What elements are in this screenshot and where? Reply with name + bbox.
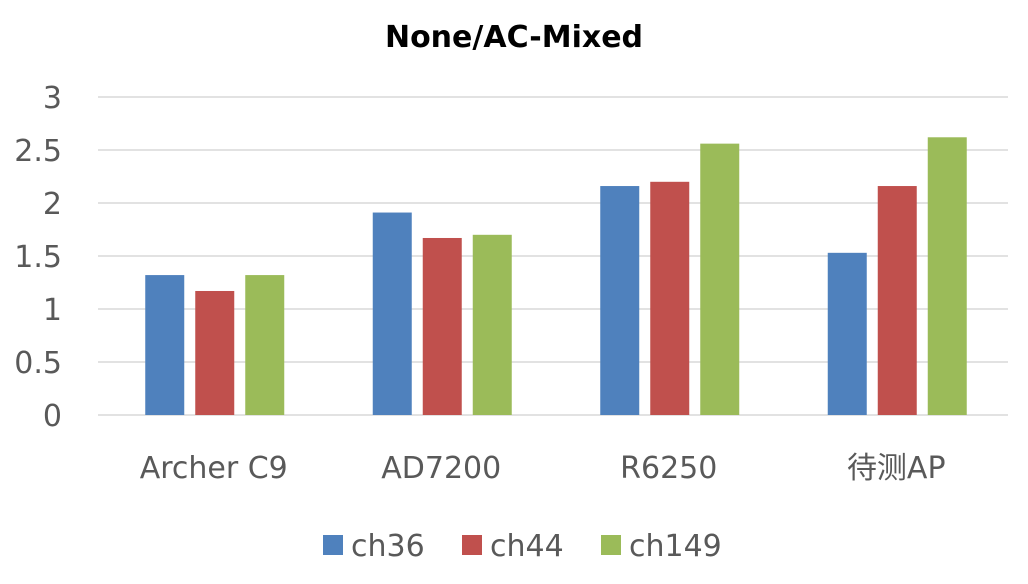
x-category-label: Archer C9 bbox=[140, 451, 288, 486]
bar-ch44-4 bbox=[877, 186, 917, 415]
chart-title: None/AC-Mixed bbox=[385, 20, 643, 55]
y-tick-label: 1.5 bbox=[14, 240, 62, 275]
bar-ch149-3 bbox=[700, 143, 740, 415]
y-tick-label: 1 bbox=[43, 293, 62, 328]
bar-ch36-4 bbox=[827, 252, 867, 415]
bar-ch36-2 bbox=[372, 212, 412, 415]
y-tick-label: 2 bbox=[43, 187, 62, 222]
legend-label-ch36: ch36 bbox=[351, 529, 425, 564]
legend-swatch-ch36 bbox=[323, 535, 343, 555]
legend-label-ch44: ch44 bbox=[490, 529, 564, 564]
y-tick-label: 0 bbox=[43, 399, 62, 434]
bar-ch36-3 bbox=[600, 186, 640, 415]
legend-label-ch149: ch149 bbox=[629, 529, 722, 564]
x-axis-category-labels: Archer C9 AD7200 R6250 待测AP bbox=[140, 451, 946, 486]
legend: ch36 ch44 ch149 bbox=[323, 529, 722, 564]
legend-swatch-ch149 bbox=[601, 535, 621, 555]
bar-ch149-1 bbox=[245, 275, 285, 415]
x-category-label: 待测AP bbox=[847, 451, 946, 486]
gridlines bbox=[98, 96, 1008, 416]
bar-ch149-4 bbox=[927, 137, 967, 415]
bar-ch36-1 bbox=[145, 275, 185, 415]
x-category-label: R6250 bbox=[620, 451, 717, 486]
y-tick-label: 2.5 bbox=[14, 134, 62, 169]
y-tick-label: 3 bbox=[43, 81, 62, 116]
legend-swatch-ch44 bbox=[462, 535, 482, 555]
bar-ch44-3 bbox=[650, 181, 690, 415]
bars bbox=[145, 137, 967, 415]
x-category-label: AD7200 bbox=[381, 451, 501, 486]
y-axis-tick-labels: 0 0.5 1 1.5 2 2.5 3 bbox=[14, 81, 62, 434]
bar-ch44-2 bbox=[422, 237, 462, 415]
y-tick-label: 0.5 bbox=[14, 346, 62, 381]
bar-ch149-2 bbox=[472, 234, 512, 415]
bar-ch44-1 bbox=[195, 290, 235, 415]
